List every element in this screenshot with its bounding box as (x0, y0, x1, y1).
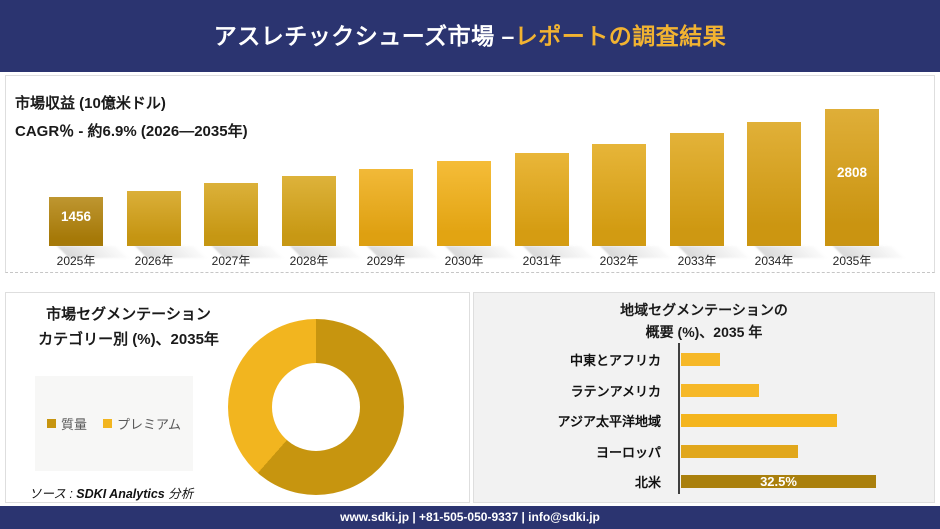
source-prefix: ソース : (29, 487, 77, 501)
revenue-axis-label-2025年: 2025年 (56, 254, 96, 268)
regional-chart-title-line1: 地域セグメンテーションの (620, 302, 788, 318)
revenue-axis-label-2032年: 2032年 (599, 254, 639, 268)
regional-row-北米: 北米 32.5% (474, 473, 876, 490)
regional-axis-line (678, 343, 680, 494)
revenue-axis-label-2033年: 2033年 (677, 254, 717, 268)
legend-item-プレミアム: プレミアム (102, 414, 182, 433)
legend-swatch (102, 419, 112, 428)
regional-bar-value: 32.5% (760, 473, 797, 489)
regional-segmentation-panel: 地域セグメンテーションの 概要 (%)、2035 年 中東とアフリカ ラテンアメリ… (473, 292, 935, 503)
category-legend: 質量 プレミアム (35, 376, 193, 471)
regional-label-中東とアフリカ: 中東とアフリカ (569, 352, 661, 368)
category-donut-chart (228, 319, 404, 495)
legend-label: 質量 (60, 417, 87, 432)
page-title: アスレチックシューズ市場 –レポートの調査結果 (0, 0, 940, 72)
regional-row-アジア太平洋地域: アジア太平洋地域 (474, 413, 837, 429)
revenue-axis-label-2028年: 2028年 (289, 254, 329, 268)
page-title-main: アスレチックシューズ市場 – (213, 23, 515, 49)
revenue-bar-2032年 (592, 144, 646, 246)
regional-label-アジア太平洋地域: アジア太平洋地域 (557, 413, 661, 429)
regional-chart-title-line2: 概要 (%)、2035 年 (645, 324, 763, 340)
donut-hole (272, 363, 360, 451)
category-chart-title: 市場セグメンテーション (46, 306, 211, 323)
regional-bar-ラテンアメリカ (681, 383, 759, 397)
source-brand: SDKI Analytics (76, 487, 165, 501)
revenue-axis-label-2027年: 2027年 (211, 254, 251, 268)
revenue-axis-label-2030年: 2030年 (444, 254, 484, 268)
revenue-bar-value: 1456 (60, 209, 92, 224)
regional-bar-アジア太平洋地域 (681, 413, 837, 427)
revenue-axis-label-2026年: 2026年 (134, 254, 174, 268)
revenue-bar-2027年 (204, 183, 258, 246)
page-title-accent: レポートの調査結果 (514, 23, 727, 49)
revenue-bar-2028年 (282, 176, 336, 246)
category-chart-subtitle: カテゴリー別 (%)、2035年 (38, 331, 219, 348)
revenue-bar-2026年 (127, 191, 181, 246)
regional-row-中東とアフリカ: 中東とアフリカ (474, 352, 720, 368)
source-note: ソース : SDKI Analytics 分析 (29, 483, 193, 502)
regional-label-ヨーロッパ: ヨーロッパ (595, 444, 661, 460)
regional-bar-中東とアフリカ (681, 352, 720, 366)
revenue-axis-label-2031年: 2031年 (522, 254, 562, 268)
regional-label-ラテンアメリカ: ラテンアメリカ (570, 383, 661, 399)
revenue-bars-area: 1456 2025年 2026年 2027年 2028年 2029年 2030年 2031年 2… (49, 76, 889, 268)
revenue-bar-2033年 (670, 133, 724, 246)
source-suffix: 分析 (164, 487, 194, 501)
revenue-bar-2025年: 1456 (49, 197, 103, 246)
legend-item-質量: 質量 (46, 414, 87, 433)
revenue-axis-label-2034年: 2034年 (754, 254, 794, 268)
regional-bar-北米: 32.5% (681, 473, 876, 489)
revenue-bar-2035年: 2808 (825, 109, 879, 246)
revenue-bar-value: 2808 (836, 165, 868, 180)
regional-row-ラテンアメリカ: ラテンアメリカ (474, 383, 759, 399)
regional-row-ヨーロッパ: ヨーロッパ (474, 444, 798, 460)
revenue-bar-2030年 (437, 161, 491, 246)
regional-label-北米: 北米 (634, 474, 661, 490)
revenue-bar-2029年 (359, 169, 413, 246)
revenue-bar-2031年 (515, 153, 569, 246)
revenue-axis-label-2035年: 2035年 (832, 254, 872, 268)
legend-label: プレミアム (116, 417, 182, 432)
revenue-axis-label-2029年: 2029年 (366, 254, 406, 268)
category-segmentation-panel: 市場セグメンテーション カテゴリー別 (%)、2035年 質量 プレミアム ソース… (5, 292, 470, 503)
regional-bar-ヨーロッパ (681, 444, 798, 458)
footer-contact-text: www.sdki.jp | +81-505-050-9337 | info@sd… (340, 510, 600, 524)
revenue-chart-cagr: CAGR％ - 約6.9% (2026―2035年) (15, 123, 248, 140)
header-banner: アスレチックシューズ市場 –レポートの調査結果 (0, 0, 940, 72)
legend-swatch (46, 419, 56, 428)
footer-bar: www.sdki.jp | +81-505-050-9337 | info@sd… (0, 506, 940, 529)
revenue-chart-panel: 市場収益 (10億米ドル) CAGR％ - 約6.9% (2026―2035年)… (5, 75, 935, 273)
revenue-bar-2034年 (747, 122, 801, 246)
revenue-chart-title: 市場収益 (10億米ドル) (15, 95, 166, 112)
